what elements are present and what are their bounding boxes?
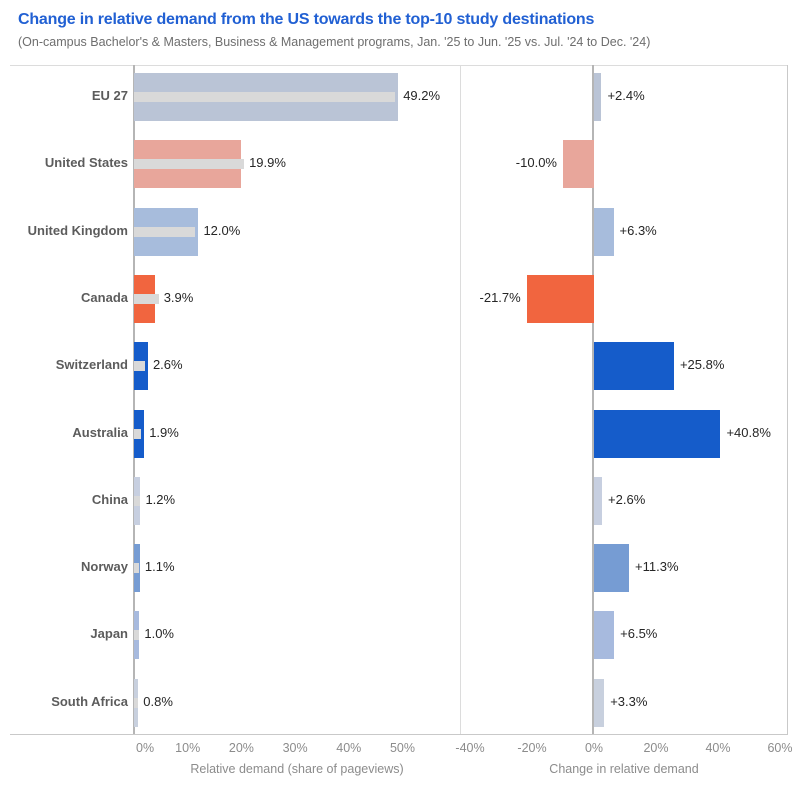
- change-value-label: +40.8%: [726, 424, 771, 440]
- axis-title-relative-demand: Relative demand (share of pageviews): [190, 762, 404, 776]
- country-label: China: [91, 491, 128, 507]
- bar-change: [594, 611, 615, 660]
- bar-change: [594, 73, 602, 121]
- bar-previous-share-inner: [134, 563, 140, 574]
- x-tick-label: 20%: [643, 741, 669, 755]
- bar-change: [594, 207, 614, 256]
- share-value-label: 19.9%: [249, 155, 286, 171]
- share-value-label: 1.2%: [145, 491, 176, 507]
- share-value-label: 49.2%: [403, 88, 441, 103]
- share-value-label: 12.0%: [203, 222, 241, 238]
- bar-previous-share-inner: [134, 293, 159, 304]
- x-tick-label: 40%: [336, 741, 362, 755]
- plot-border-top: [10, 65, 788, 66]
- plot-border-bottom: [10, 734, 788, 735]
- share-value-label: 3.9%: [163, 289, 194, 305]
- x-tick-label: 0%: [584, 741, 604, 755]
- bar-previous-share-inner: [134, 92, 395, 102]
- bar-change: [594, 476, 603, 525]
- x-tick-label: 0%: [136, 741, 155, 755]
- share-value-label: 1.0%: [144, 626, 174, 642]
- country-label: Japan: [90, 626, 128, 642]
- x-tick-label: 50%: [389, 741, 416, 755]
- x-tick-label: 40%: [705, 741, 731, 755]
- change-value-label: +6.3%: [619, 222, 657, 238]
- change-value-label: +11.3%: [635, 559, 679, 575]
- chart-subtitle: (On-campus Bachelor's & Masters, Busines…: [18, 35, 651, 49]
- x-tick-label: -20%: [517, 741, 547, 755]
- country-label: Canada: [81, 289, 128, 305]
- axis-title-change: Change in relative demand: [549, 762, 699, 776]
- country-label: United States: [44, 155, 128, 171]
- country-label: Norway: [81, 559, 128, 575]
- x-tick-label: 10%: [175, 741, 201, 755]
- bar-change: [594, 544, 630, 593]
- country-label: United Kingdom: [27, 222, 128, 238]
- country-label: Australia: [72, 424, 128, 440]
- x-tick-label: 60%: [767, 741, 793, 755]
- right-panel-zero-axis: [592, 65, 594, 734]
- bar-change: [594, 678, 605, 727]
- change-value-label: +2.6%: [608, 491, 646, 507]
- bar-previous-share-inner: [134, 226, 195, 237]
- left-panel-zero-axis: [133, 65, 135, 734]
- bar-previous-share-inner: [134, 159, 245, 170]
- plot-border-right: [787, 65, 788, 734]
- change-value-label: -21.7%: [479, 289, 521, 305]
- bar-previous-share-inner: [134, 697, 139, 708]
- share-value-label: 1.1%: [144, 559, 175, 575]
- bar-previous-share-inner: [134, 361, 145, 372]
- bar-previous-share-inner: [134, 630, 140, 641]
- bar-change: [594, 409, 721, 458]
- country-label: EU 27: [91, 88, 128, 103]
- bar-change: [563, 140, 594, 189]
- bar-previous-share-inner: [134, 428, 142, 439]
- share-value-label: 2.6%: [152, 357, 183, 373]
- x-tick-label: -40%: [455, 741, 485, 755]
- share-value-label: 1.9%: [149, 424, 179, 440]
- bar-change: [526, 274, 594, 323]
- change-value-label: +25.8%: [679, 357, 725, 373]
- x-tick-label: 30%: [282, 741, 308, 755]
- change-value-label: +2.4%: [607, 88, 645, 103]
- change-value-label: +6.5%: [620, 626, 658, 642]
- country-label: South Africa: [51, 693, 128, 709]
- bar-previous-share-inner: [134, 495, 141, 506]
- change-value-label: +3.3%: [610, 693, 648, 709]
- chart-title: Change in relative demand from the US to…: [18, 11, 595, 28]
- x-tick-label: 20%: [228, 741, 254, 755]
- change-value-label: -10.0%: [515, 155, 557, 171]
- bar-change: [594, 342, 674, 391]
- country-label: Switzerland: [55, 357, 128, 373]
- share-value-label: 0.8%: [143, 693, 173, 709]
- panel-divider: [460, 65, 461, 734]
